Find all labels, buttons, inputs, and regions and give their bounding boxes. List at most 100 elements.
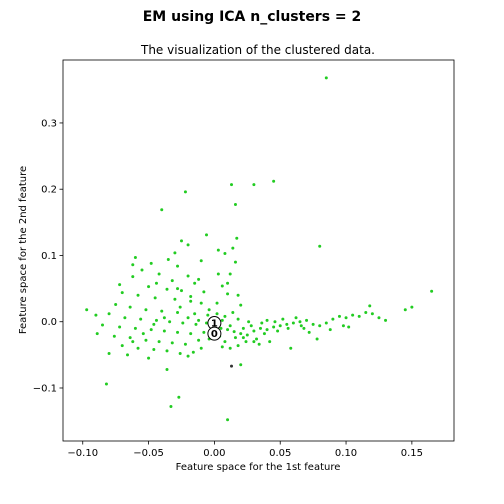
- data-point: [247, 320, 250, 323]
- data-point: [181, 322, 184, 325]
- data-point: [268, 340, 271, 343]
- y-tick-label: 0.1: [41, 251, 57, 262]
- data-point: [217, 273, 220, 276]
- data-point: [200, 259, 203, 262]
- x-tick-label: 0.05: [269, 448, 291, 459]
- data-point: [194, 323, 197, 326]
- data-point: [260, 322, 263, 325]
- data-point: [325, 322, 328, 325]
- data-point: [134, 256, 137, 259]
- data-point: [108, 312, 111, 315]
- data-point: [108, 352, 111, 355]
- data-point: [150, 328, 153, 331]
- data-point: [168, 320, 171, 323]
- data-point: [279, 324, 282, 327]
- data-point: [118, 326, 121, 329]
- data-point: [205, 233, 208, 236]
- data-point: [180, 239, 183, 242]
- data-point: [85, 308, 88, 311]
- data-point: [345, 316, 348, 319]
- data-point: [94, 314, 97, 317]
- outlier-point: [230, 365, 233, 368]
- data-point: [312, 323, 315, 326]
- data-point: [154, 296, 157, 299]
- data-point: [331, 318, 334, 321]
- data-point: [273, 320, 276, 323]
- data-point: [96, 332, 99, 335]
- data-point: [298, 320, 301, 323]
- data-point: [189, 300, 192, 303]
- data-point: [229, 347, 232, 350]
- data-point: [276, 330, 279, 333]
- data-point: [239, 332, 242, 335]
- data-point: [302, 327, 305, 330]
- data-point: [176, 331, 179, 334]
- data-point: [144, 339, 147, 342]
- data-point: [187, 355, 190, 358]
- data-point: [200, 302, 203, 305]
- data-point: [189, 295, 192, 298]
- data-point: [202, 290, 205, 293]
- data-point: [176, 287, 179, 290]
- data-point: [226, 282, 229, 285]
- data-point: [137, 294, 140, 297]
- data-point: [187, 316, 190, 319]
- data-point: [155, 282, 158, 285]
- data-point: [121, 344, 124, 347]
- data-point: [226, 328, 229, 331]
- data-point: [351, 314, 354, 317]
- data-point: [193, 312, 196, 315]
- data-point: [239, 304, 242, 307]
- x-tick-label: −0.05: [133, 448, 164, 459]
- data-point: [180, 289, 183, 292]
- data-point: [184, 190, 187, 193]
- chart-title: The visualization of the clustered data.: [140, 43, 375, 57]
- data-point: [118, 283, 121, 286]
- data-point: [173, 251, 176, 254]
- data-point: [258, 343, 261, 346]
- data-point: [229, 324, 232, 327]
- data-point: [358, 315, 361, 318]
- data-point: [152, 323, 155, 326]
- data-point: [134, 327, 137, 330]
- data-point: [246, 333, 249, 336]
- data-point: [166, 288, 169, 291]
- data-point: [147, 357, 150, 360]
- data-point: [202, 331, 205, 334]
- data-point: [318, 324, 321, 327]
- data-point: [216, 302, 219, 305]
- data-point: [197, 278, 200, 281]
- data-point: [244, 340, 247, 343]
- chart-suptitle: EM using ICA n_clusters = 2: [143, 9, 362, 25]
- data-point: [377, 316, 380, 319]
- data-point: [166, 349, 169, 352]
- data-point: [144, 308, 147, 311]
- data-point: [287, 327, 290, 330]
- data-point: [221, 345, 224, 348]
- data-point: [292, 322, 295, 325]
- y-tick-label: 0.3: [41, 118, 57, 129]
- data-point: [131, 340, 134, 343]
- x-tick-label: 0.10: [335, 448, 357, 459]
- y-tick-label: −0.1: [33, 383, 57, 394]
- data-point: [266, 328, 269, 331]
- data-point: [255, 337, 258, 340]
- x-tick-label: −0.10: [67, 448, 98, 459]
- data-point: [250, 324, 253, 327]
- data-point: [155, 319, 158, 322]
- data-point: [231, 311, 234, 314]
- data-point: [150, 262, 153, 265]
- data-point: [113, 335, 116, 338]
- data-point: [384, 319, 387, 322]
- data-point: [308, 331, 311, 334]
- outlier-points: [230, 365, 233, 368]
- data-point: [126, 353, 129, 356]
- data-point: [223, 340, 226, 343]
- data-point: [193, 282, 196, 285]
- data-point: [272, 326, 275, 329]
- data-point: [234, 336, 237, 339]
- data-point: [197, 319, 200, 322]
- data-point: [252, 330, 255, 333]
- data-point: [430, 290, 433, 293]
